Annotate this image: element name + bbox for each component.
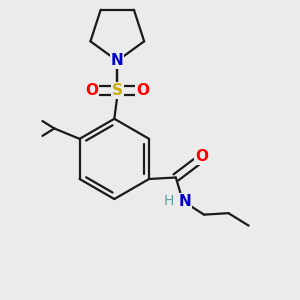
Text: N: N — [179, 194, 192, 209]
Text: O: O — [85, 83, 98, 98]
Text: N: N — [111, 53, 124, 68]
Text: H: H — [164, 194, 175, 208]
Text: O: O — [136, 83, 149, 98]
Text: S: S — [112, 83, 123, 98]
Text: N: N — [111, 53, 124, 68]
Text: O: O — [195, 149, 208, 164]
